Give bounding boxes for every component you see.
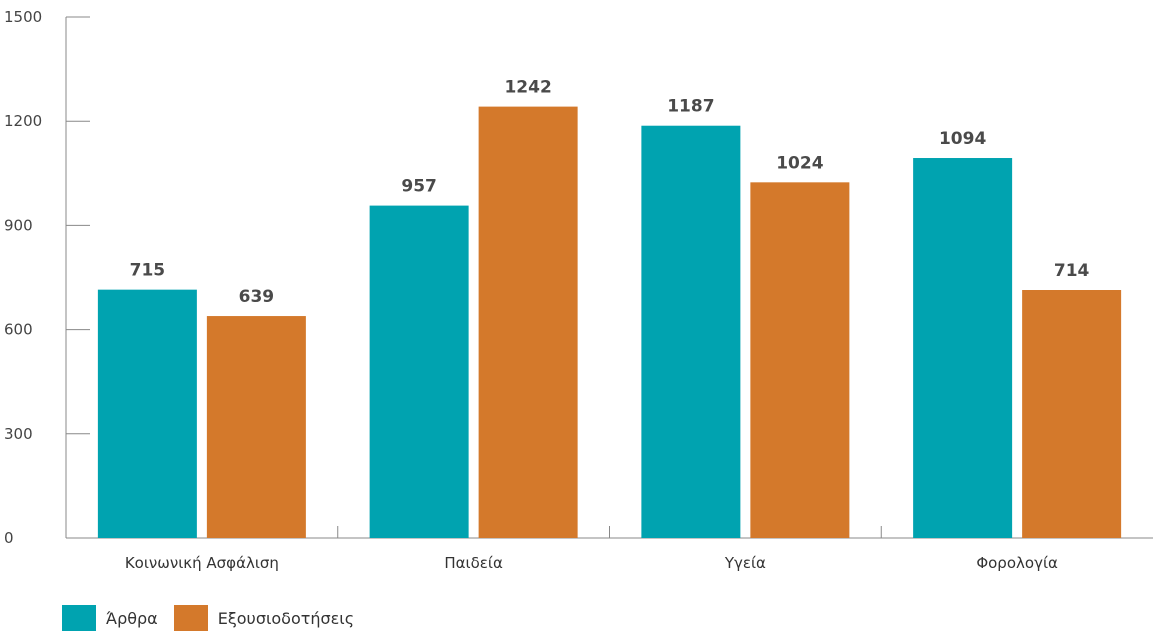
y-tick-label: 1200 bbox=[4, 112, 42, 130]
legend: Άρθρα Εξουσιοδοτήσεις bbox=[62, 605, 370, 631]
x-category-label: Κοινωνική Ασφάλιση bbox=[125, 554, 279, 572]
data-label: 1094 bbox=[939, 129, 986, 149]
legend-swatch-series-1 bbox=[62, 605, 96, 631]
data-label: 1024 bbox=[776, 153, 823, 173]
legend-label-series-1: Άρθρα bbox=[106, 608, 158, 628]
bar-series-2 bbox=[1022, 290, 1122, 538]
bars-group bbox=[97, 106, 1122, 539]
bar-series-1 bbox=[97, 289, 197, 538]
x-category-label: Φορολογία bbox=[976, 554, 1058, 572]
bar-series-2 bbox=[478, 106, 578, 538]
legend-item-series-2: Εξουσιοδοτήσεις bbox=[173, 605, 355, 631]
data-label: 639 bbox=[239, 287, 275, 307]
bar-series-1 bbox=[369, 205, 469, 539]
data-label: 1242 bbox=[504, 78, 551, 98]
y-axis: 0 300 600 900 1200 1500 bbox=[4, 8, 90, 547]
legend-swatch-series-2 bbox=[173, 605, 208, 631]
bar-series-2 bbox=[750, 182, 850, 538]
legend-label-series-2: Εξουσιοδοτήσεις bbox=[217, 608, 355, 628]
y-tick-label: 0 bbox=[4, 529, 14, 547]
data-label: 715 bbox=[130, 261, 166, 281]
data-label: 957 bbox=[401, 177, 437, 197]
data-label: 1187 bbox=[667, 97, 714, 117]
y-tick-label: 600 bbox=[4, 321, 33, 339]
bar-series-1 bbox=[641, 125, 741, 538]
y-tick-label: 300 bbox=[4, 425, 33, 443]
bar-chart: 0 300 600 900 1200 1500 Κοινωνική Ασφάλιση Παι… bbox=[4, 8, 1153, 572]
x-category-label: Υγεία bbox=[724, 554, 766, 572]
y-tick-label: 900 bbox=[4, 216, 33, 234]
bar-series-1 bbox=[913, 158, 1013, 538]
legend-item-series-1: Άρθρα bbox=[62, 605, 158, 631]
x-category-label: Παιδεία bbox=[444, 554, 503, 572]
data-labels-group: 715 639 957 1242 1187 1024 1094 714 bbox=[130, 78, 1090, 307]
data-label: 714 bbox=[1054, 261, 1090, 281]
y-tick-label: 1500 bbox=[4, 8, 42, 26]
bar-series-2 bbox=[206, 316, 306, 538]
